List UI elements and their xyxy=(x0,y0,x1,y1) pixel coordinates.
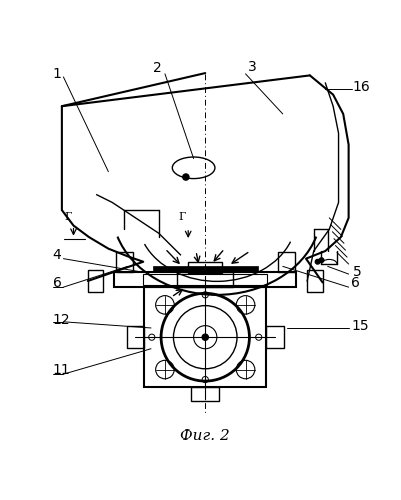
Circle shape xyxy=(202,334,208,340)
Text: 12: 12 xyxy=(53,314,70,328)
Text: 11: 11 xyxy=(53,362,70,376)
Bar xyxy=(152,266,257,272)
Bar xyxy=(188,262,222,272)
Bar xyxy=(266,326,283,348)
Bar xyxy=(127,326,144,348)
Bar xyxy=(143,274,267,285)
Bar xyxy=(191,387,219,401)
Text: 15: 15 xyxy=(351,318,369,332)
Bar xyxy=(88,270,103,292)
Text: 6: 6 xyxy=(53,276,61,290)
Text: 2: 2 xyxy=(153,60,162,74)
Text: Г: Г xyxy=(178,212,185,222)
Text: 6: 6 xyxy=(350,276,359,290)
Text: 16: 16 xyxy=(352,80,369,94)
Text: 1: 1 xyxy=(53,67,61,81)
Bar xyxy=(115,252,132,272)
Bar xyxy=(306,270,322,292)
Bar xyxy=(277,252,294,272)
Text: 3: 3 xyxy=(247,60,256,74)
Text: 4: 4 xyxy=(53,248,61,262)
Text: 5: 5 xyxy=(352,265,360,279)
Text: Фиг. 2: Фиг. 2 xyxy=(180,429,229,443)
Text: Г: Г xyxy=(64,212,71,222)
Circle shape xyxy=(182,174,188,180)
Circle shape xyxy=(314,260,319,264)
Bar xyxy=(114,272,296,287)
Bar xyxy=(177,272,233,287)
Circle shape xyxy=(318,258,323,262)
Bar xyxy=(144,287,266,387)
